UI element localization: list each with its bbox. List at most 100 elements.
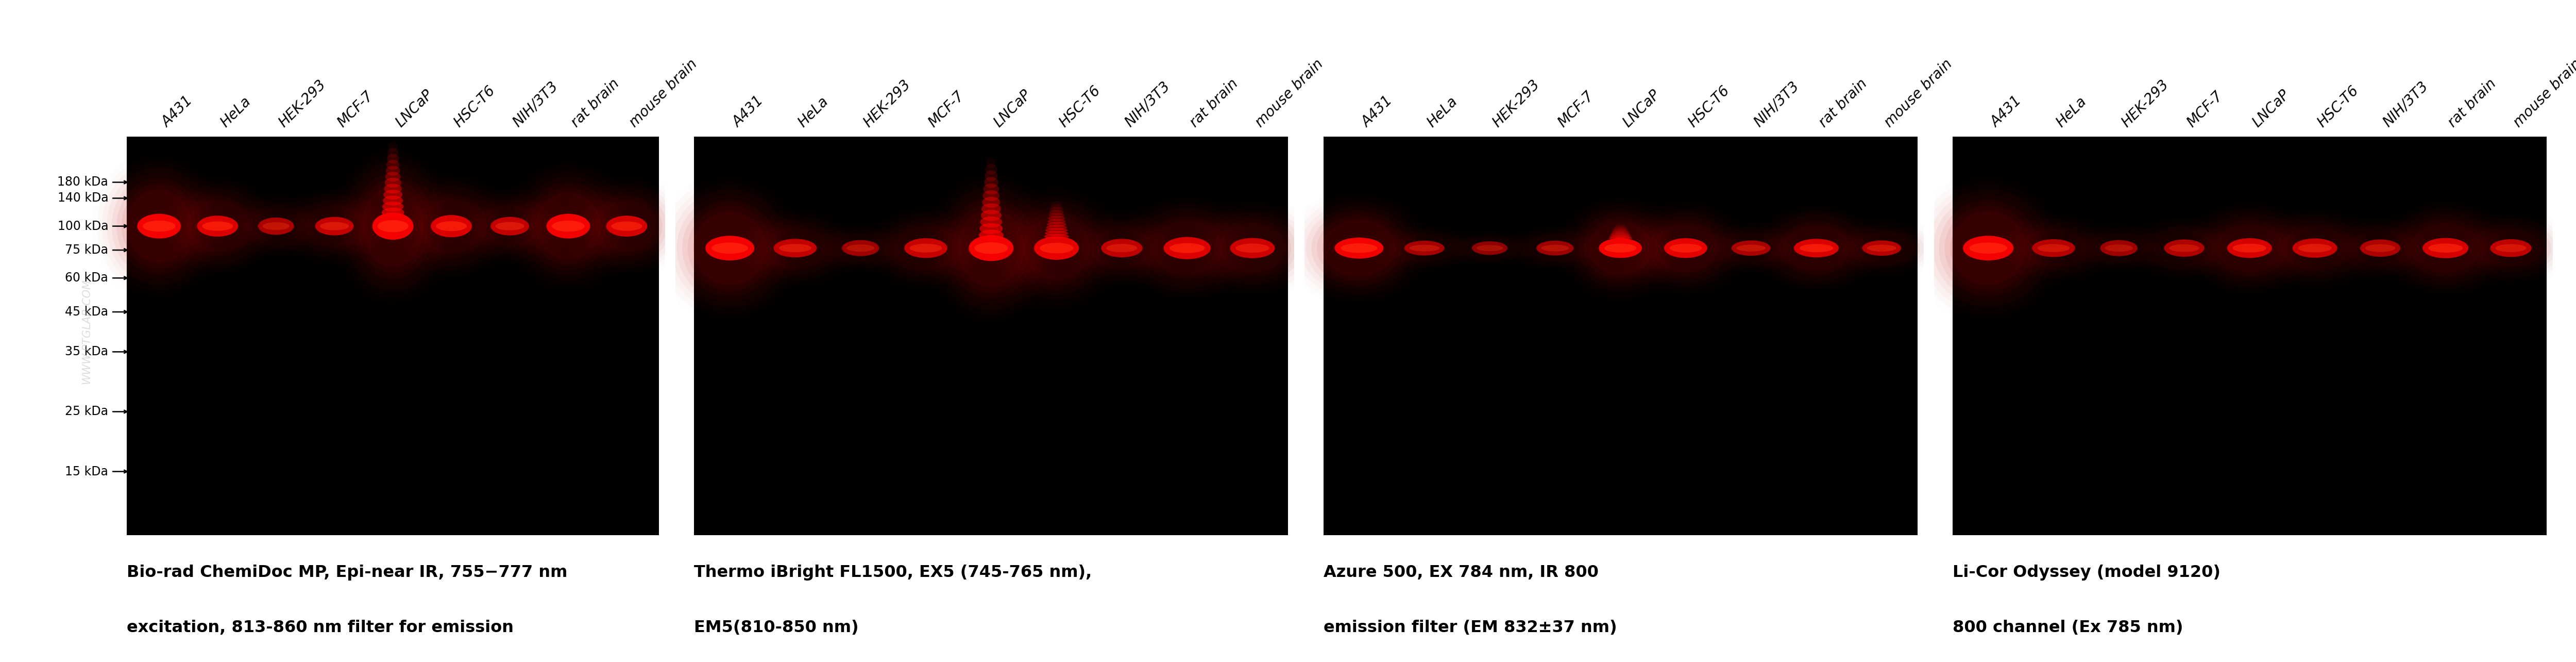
Ellipse shape (773, 239, 817, 258)
Ellipse shape (420, 199, 482, 254)
Ellipse shape (389, 142, 397, 152)
Ellipse shape (1340, 244, 1378, 253)
Ellipse shape (2293, 238, 2336, 258)
Bar (126, 136, 659, 536)
Ellipse shape (1613, 229, 1628, 231)
Ellipse shape (848, 244, 873, 252)
Ellipse shape (981, 203, 1002, 214)
Text: HEK-293: HEK-293 (860, 77, 914, 130)
Ellipse shape (595, 200, 657, 252)
Ellipse shape (1046, 228, 1066, 233)
Ellipse shape (1164, 237, 1211, 260)
Text: HSC-T6: HSC-T6 (1685, 83, 1734, 130)
Ellipse shape (381, 202, 404, 212)
Text: 140 kDa: 140 kDa (57, 192, 108, 205)
Ellipse shape (1033, 236, 1079, 260)
Ellipse shape (358, 179, 428, 273)
Ellipse shape (1321, 219, 1396, 277)
Text: A431: A431 (729, 93, 765, 130)
Ellipse shape (909, 244, 943, 252)
Ellipse shape (137, 214, 180, 238)
Ellipse shape (1613, 230, 1628, 232)
Ellipse shape (2421, 238, 2468, 258)
Ellipse shape (384, 183, 402, 193)
Ellipse shape (116, 178, 201, 274)
Ellipse shape (201, 221, 232, 231)
Text: NIH/3T3: NIH/3T3 (510, 79, 562, 130)
Ellipse shape (384, 189, 402, 200)
Ellipse shape (2099, 240, 2138, 256)
Text: Li-Cor Odyssey (model 9120): Li-Cor Odyssey (model 9120) (1953, 565, 2221, 581)
Ellipse shape (984, 170, 997, 181)
Text: rat brain: rat brain (1188, 76, 1242, 130)
Ellipse shape (693, 211, 768, 285)
Ellipse shape (1963, 236, 2014, 260)
Ellipse shape (1236, 244, 1270, 253)
Text: 100 kDa: 100 kDa (57, 220, 108, 232)
Ellipse shape (314, 217, 353, 236)
Ellipse shape (2032, 239, 2076, 257)
Ellipse shape (981, 197, 999, 208)
Ellipse shape (592, 196, 662, 256)
Ellipse shape (363, 185, 425, 267)
Ellipse shape (142, 220, 175, 232)
Text: HSC-T6: HSC-T6 (2316, 83, 2362, 130)
Ellipse shape (894, 226, 958, 270)
Ellipse shape (263, 222, 289, 230)
Ellipse shape (1048, 216, 1064, 221)
Ellipse shape (1048, 213, 1064, 218)
Ellipse shape (185, 200, 247, 252)
Text: HEK-293: HEK-293 (2120, 77, 2172, 130)
Ellipse shape (1654, 224, 1718, 273)
Text: rat brain: rat brain (569, 76, 621, 130)
Ellipse shape (1231, 238, 1275, 258)
Ellipse shape (1777, 222, 1855, 275)
Text: LNCaP: LNCaP (1620, 87, 1664, 130)
Ellipse shape (1334, 238, 1383, 259)
Text: HEK-293: HEK-293 (1489, 77, 1543, 130)
Ellipse shape (1968, 242, 2007, 254)
Text: A431: A431 (160, 93, 196, 130)
Ellipse shape (1736, 245, 1765, 252)
Ellipse shape (1613, 228, 1628, 230)
Ellipse shape (381, 208, 404, 218)
Ellipse shape (258, 218, 294, 235)
Text: LNCaP: LNCaP (394, 87, 435, 130)
Ellipse shape (415, 194, 487, 258)
Text: WWW.PTGLAB.COM: WWW.PTGLAB.COM (82, 279, 93, 383)
Ellipse shape (495, 222, 526, 230)
Ellipse shape (1862, 240, 1901, 256)
Ellipse shape (987, 158, 997, 168)
Ellipse shape (386, 166, 399, 175)
Text: A431: A431 (1989, 93, 2025, 130)
Text: rat brain: rat brain (1816, 76, 1870, 130)
Ellipse shape (2282, 226, 2349, 269)
Ellipse shape (1151, 220, 1224, 276)
Ellipse shape (1610, 232, 1631, 234)
Ellipse shape (778, 244, 811, 252)
Ellipse shape (1615, 226, 1625, 228)
Ellipse shape (1613, 231, 1628, 233)
Ellipse shape (1615, 225, 1625, 227)
Text: 25 kDa: 25 kDa (64, 406, 108, 418)
Text: Azure 500, EX 784 nm, IR 800: Azure 500, EX 784 nm, IR 800 (1324, 565, 1597, 581)
Text: Thermo iBright FL1500, EX5 (745-765 nm),: Thermo iBright FL1500, EX5 (745-765 nm), (693, 565, 1092, 581)
Ellipse shape (482, 205, 538, 247)
Ellipse shape (688, 206, 773, 291)
Ellipse shape (605, 216, 647, 236)
Text: MCF-7: MCF-7 (2184, 89, 2226, 130)
Ellipse shape (435, 221, 466, 231)
Ellipse shape (1669, 244, 1703, 252)
Ellipse shape (489, 217, 528, 236)
Ellipse shape (386, 148, 399, 158)
Text: mouse brain: mouse brain (626, 56, 701, 130)
Ellipse shape (1316, 215, 1401, 281)
Ellipse shape (1600, 238, 1641, 258)
Ellipse shape (969, 235, 1012, 261)
Ellipse shape (2406, 219, 2486, 277)
Ellipse shape (386, 171, 402, 181)
Ellipse shape (2038, 244, 2069, 252)
Ellipse shape (2210, 220, 2287, 277)
Ellipse shape (1100, 239, 1144, 258)
Ellipse shape (2496, 244, 2527, 252)
